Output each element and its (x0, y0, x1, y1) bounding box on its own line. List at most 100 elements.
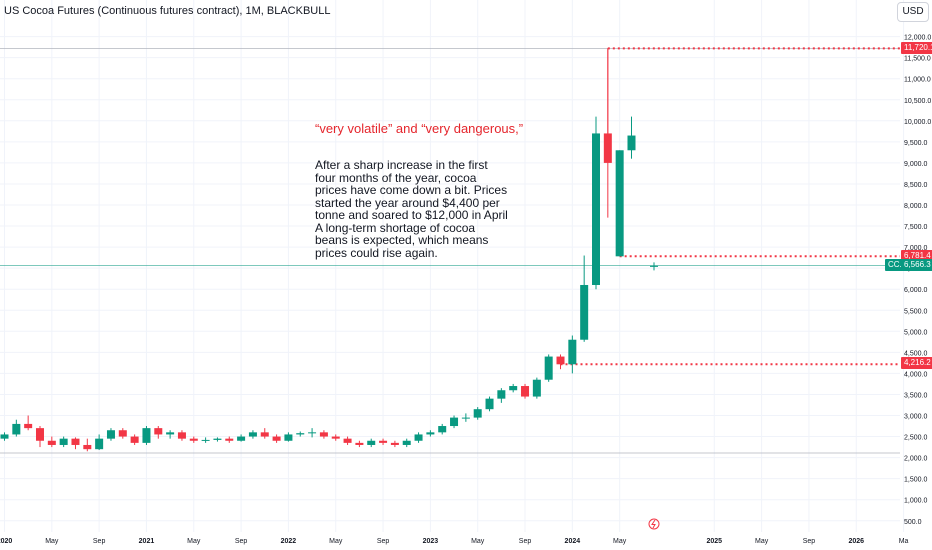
x-tick-label: 2024 (565, 538, 581, 545)
candle-body (166, 432, 175, 435)
candle-body (556, 356, 565, 365)
x-tick-label: Ma (899, 538, 909, 545)
x-tick-label: May (187, 538, 201, 545)
candle-body (390, 442, 399, 445)
price-axis[interactable]: 500.0 1,000.0 1,500.0 2,000.0 2,500.0 3,000.0… (904, 35, 931, 526)
candle-body (0, 434, 9, 439)
y-tick-label: 500.0 (904, 519, 922, 526)
candle-body (461, 417, 470, 419)
candle-body (473, 409, 482, 418)
candle-body (367, 440, 376, 445)
y-tick-label: 8,500.0 (904, 182, 927, 189)
current-price-tag: 6,566.3 (901, 259, 932, 271)
candle-body (83, 444, 92, 450)
y-tick-label: 2,000.0 (904, 456, 927, 463)
y-tick-label: 12,000.0 (904, 35, 931, 42)
x-tick-label: Sep (803, 538, 816, 545)
x-tick-label: May (45, 538, 59, 545)
candle-body (485, 398, 494, 410)
candle-body (59, 438, 68, 445)
candle-body (331, 436, 340, 439)
candle-body (130, 436, 139, 443)
x-tick-label: 2021 (139, 538, 155, 545)
chart-markers (648, 262, 660, 530)
candle-body (319, 432, 328, 437)
candle-body (154, 428, 163, 435)
candle-body (248, 432, 257, 437)
x-tick-label: May (613, 538, 627, 545)
x-tick-label: 2020 (0, 538, 12, 545)
candle-body (12, 423, 21, 435)
x-tick-label: Sep (377, 538, 390, 545)
y-tick-label: 2,500.0 (904, 435, 927, 442)
y-tick-label: 4,500.0 (904, 350, 927, 357)
chart-title: US Cocoa Futures (Continuous futures con… (4, 5, 331, 17)
candlesticks (0, 48, 636, 452)
y-tick-label: 5,500.0 (904, 308, 927, 315)
annotation-line: tonne and soared to $12,000 in April (315, 208, 508, 222)
annotation-line: beans is expected, which means (315, 233, 489, 247)
candle-body (438, 426, 447, 433)
x-tick-label: 2025 (707, 538, 723, 545)
annotation-quote[interactable]: “very volatile” and “very dangerous,” (315, 121, 524, 136)
candle-body (509, 386, 518, 391)
candle-body (532, 379, 541, 397)
time-axis[interactable]: 2020 May Sep 2021 May Sep 2022 May Sep 2023 May Sep… (0, 538, 909, 545)
candle-body (71, 438, 80, 445)
candle-body (225, 438, 234, 441)
x-tick-label: 2023 (423, 538, 439, 545)
candle-body (296, 433, 305, 435)
candle-body (426, 432, 435, 435)
candle-body (189, 438, 198, 441)
grid-lines (0, 0, 905, 532)
x-tick-label: May (329, 538, 343, 545)
candle-body (177, 432, 186, 439)
candle-body (603, 133, 612, 163)
candle-body (47, 440, 56, 445)
candle-body (308, 432, 317, 434)
y-tick-label: 3,500.0 (904, 392, 927, 399)
y-tick-label: 6,000.0 (904, 287, 927, 294)
annotation-line: prices could rise again. (315, 245, 438, 260)
y-tick-label: 8,000.0 (904, 203, 927, 210)
candle-body (213, 438, 222, 440)
x-tick-label: May (471, 538, 485, 545)
y-tick-label: 11,500.0 (904, 56, 931, 63)
candle-body (343, 438, 352, 443)
y-tick-label: 4,000.0 (904, 371, 927, 378)
candle-body (615, 150, 624, 257)
candle-body (106, 430, 115, 439)
level-low-tag: 4,216.2 (901, 357, 932, 369)
candle-body (414, 434, 423, 441)
x-tick-label: Sep (235, 538, 248, 545)
candle-body (497, 390, 506, 399)
y-tick-label: 11,000.0 (904, 77, 931, 84)
candle-body (580, 284, 589, 340)
x-tick-label: Sep (93, 538, 106, 545)
candle-body (402, 440, 411, 445)
currency-button[interactable]: USD (897, 2, 929, 22)
y-tick-label: 1,500.0 (904, 477, 927, 484)
y-tick-label: 7,500.0 (904, 224, 927, 231)
x-tick-label: Sep (519, 538, 532, 545)
candle-body (118, 430, 127, 437)
y-tick-label: 5,000.0 (904, 329, 927, 336)
high-price-tag: 11,720.1 (901, 42, 932, 54)
candle-body (355, 442, 364, 445)
y-tick-label: 9,500.0 (904, 140, 927, 147)
annotation-line: started the year around $4,400 per (315, 195, 500, 210)
annotation-line: four months of the year, cocoa (315, 170, 477, 185)
lightning-icon (651, 519, 656, 529)
y-tick-label: 10,000.0 (904, 119, 931, 126)
annotation-text[interactable]: After a sharp increase in the first four… (315, 158, 508, 260)
candle-body (627, 135, 636, 151)
candle-body (544, 356, 553, 380)
candle-body (95, 438, 104, 450)
y-tick-label: 10,500.0 (904, 98, 931, 105)
candle-body (379, 440, 388, 443)
annotation-line: After a sharp increase in the first (315, 158, 488, 172)
y-tick-label: 7,000.0 (904, 245, 927, 252)
candle-body (284, 434, 293, 441)
annotation-line: prices have come down a bit. Prices (315, 183, 508, 197)
